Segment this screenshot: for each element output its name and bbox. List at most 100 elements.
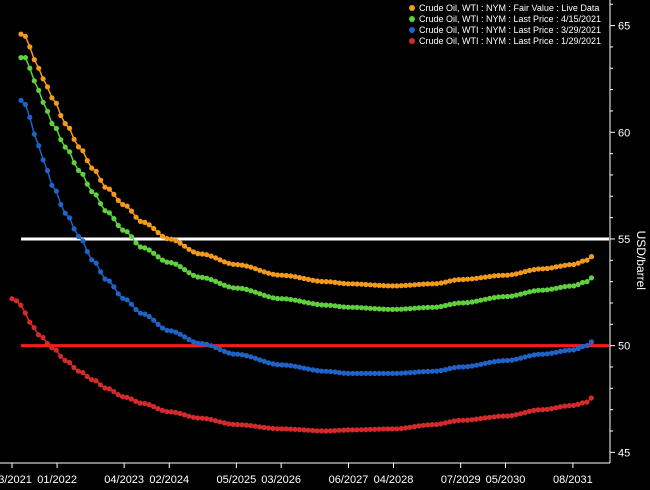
data-point [531, 288, 537, 294]
data-point [376, 370, 382, 376]
data-point [566, 283, 572, 289]
data-point [416, 423, 422, 429]
data-point [9, 296, 15, 302]
data-point [584, 257, 590, 263]
data-point [412, 282, 418, 288]
data-point [460, 417, 466, 423]
data-point [252, 289, 258, 295]
data-point [274, 362, 281, 368]
data-point [283, 296, 289, 302]
data-point [469, 417, 475, 423]
data-point [159, 407, 165, 413]
data-point [212, 418, 218, 424]
data-point [398, 370, 404, 376]
data-point [540, 266, 546, 272]
data-point [71, 160, 77, 166]
data-point [522, 290, 528, 296]
data-point [239, 352, 245, 358]
data-point [257, 267, 263, 273]
series-2 [18, 97, 595, 376]
data-point [235, 285, 241, 291]
data-point [270, 361, 276, 367]
data-point [53, 100, 60, 106]
data-point [385, 426, 391, 432]
data-point [389, 370, 396, 376]
data-point [535, 266, 542, 272]
data-point [358, 427, 364, 433]
data-point [120, 227, 126, 233]
data-point [305, 300, 311, 306]
data-point [491, 273, 497, 279]
data-point [314, 368, 320, 374]
data-point [226, 260, 232, 266]
data-point [363, 305, 369, 311]
data-point [159, 233, 166, 239]
data-point [182, 267, 188, 273]
data-point [478, 275, 484, 281]
data-point [111, 191, 117, 197]
data-point [97, 382, 103, 388]
data-point [557, 263, 564, 269]
data-point [549, 350, 555, 356]
data-point [164, 409, 170, 415]
data-point [513, 292, 519, 298]
x-tick-label: 03/2026 [261, 474, 301, 486]
data-point [239, 422, 245, 428]
data-point [376, 282, 382, 288]
data-point [89, 377, 95, 383]
data-point [89, 165, 95, 171]
data-point [182, 334, 188, 340]
data-point [420, 305, 426, 311]
data-point [18, 97, 24, 103]
data-point [257, 424, 263, 430]
data-point [319, 428, 325, 434]
data-point [310, 301, 316, 307]
data-point [31, 78, 37, 84]
data-point [562, 348, 568, 354]
data-point [164, 327, 170, 333]
data-point [36, 143, 42, 149]
data-point [434, 368, 440, 374]
data-point [230, 261, 236, 267]
legend: Crude Oil, WTI : NYM : Fair Value : Live… [409, 3, 601, 46]
data-point [27, 319, 33, 325]
data-point [482, 360, 488, 366]
series-1 [18, 55, 595, 312]
data-point [49, 120, 55, 127]
data-point [288, 296, 294, 303]
data-point [425, 281, 431, 287]
data-point [310, 427, 316, 434]
data-point [53, 125, 60, 132]
data-point [265, 425, 272, 431]
data-point [84, 181, 90, 187]
data-point [13, 298, 19, 304]
data-point [557, 404, 563, 410]
data-point [562, 284, 568, 290]
data-point [513, 271, 519, 277]
data-point [350, 304, 356, 310]
data-point [358, 370, 365, 376]
data-point [243, 286, 250, 292]
data-point [509, 413, 515, 419]
data-point [155, 254, 161, 260]
data-point [221, 348, 227, 354]
data-point [407, 306, 413, 312]
data-point [226, 350, 232, 356]
data-point [420, 422, 426, 428]
data-point [496, 294, 502, 300]
data-point [102, 276, 108, 282]
data-point [234, 422, 241, 428]
data-point [549, 286, 555, 292]
data-point [385, 283, 391, 289]
data-point [491, 359, 497, 365]
data-point [478, 297, 484, 303]
data-point [221, 259, 227, 265]
data-point [243, 353, 250, 359]
data-point [274, 426, 280, 432]
data-point [120, 394, 126, 400]
data-point [190, 249, 197, 255]
data-point [239, 262, 245, 268]
data-point [429, 281, 435, 287]
